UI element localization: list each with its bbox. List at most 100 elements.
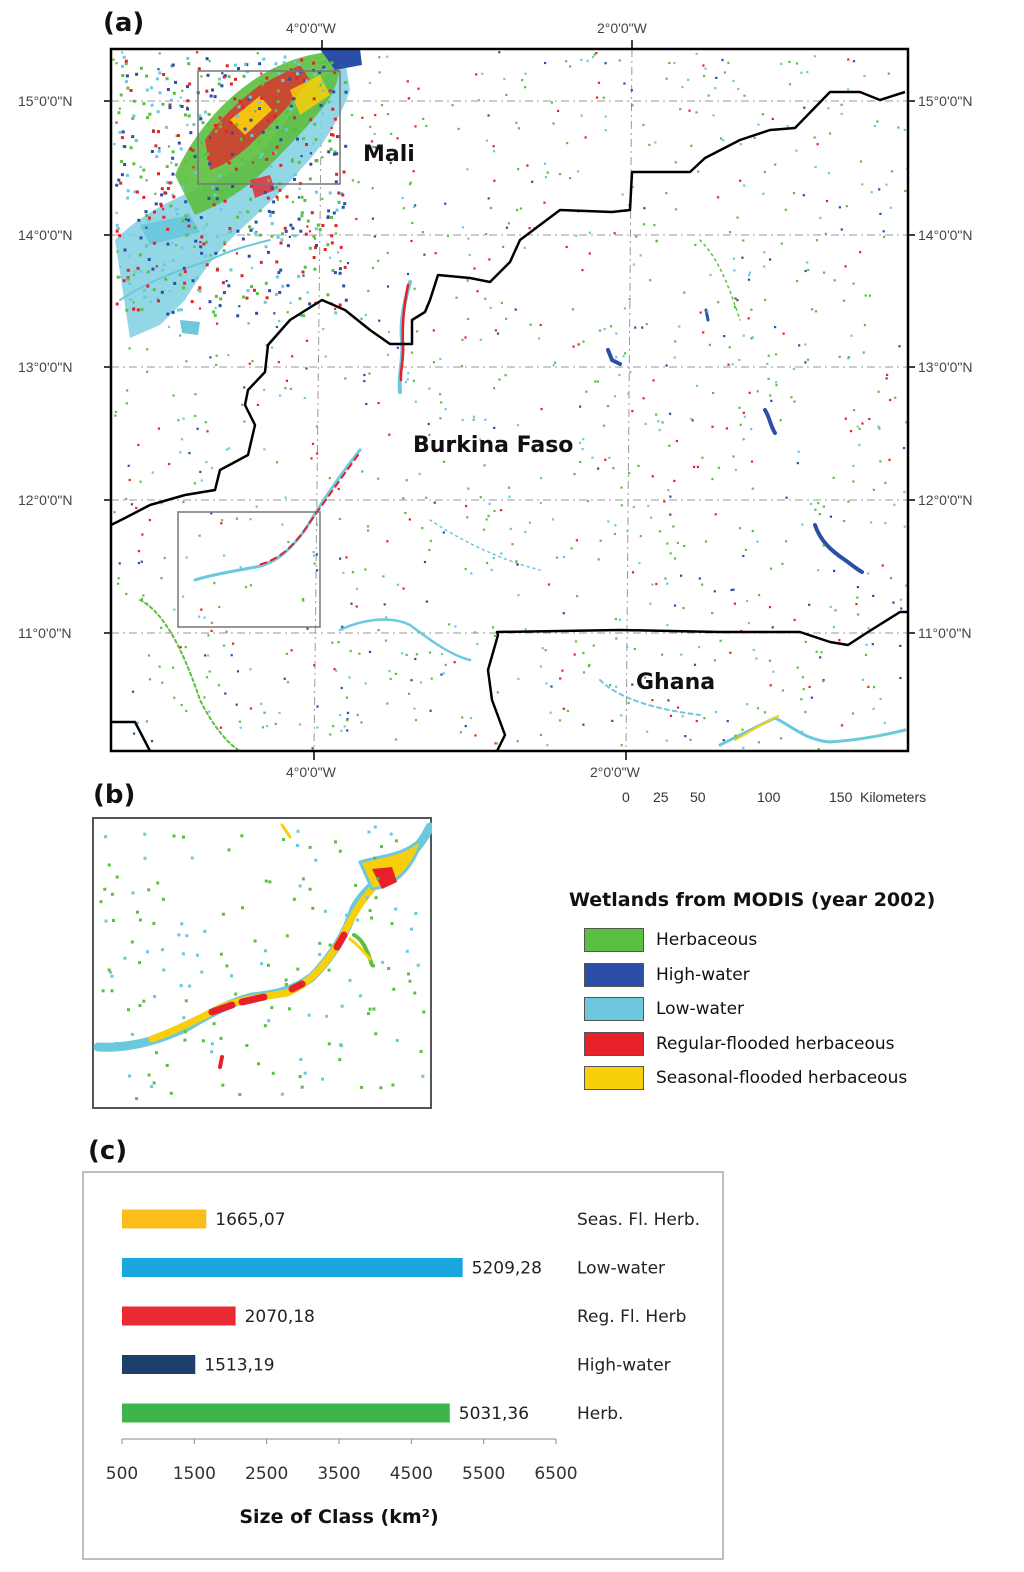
wetland-pixel [321,197,324,200]
wetland-pixel [813,55,816,58]
delta-pixel [330,133,333,136]
delta-pixel [302,314,306,318]
inset-pixel [380,845,383,849]
delta-pixel [267,127,271,131]
delta-pixel [143,295,147,299]
wetland-pixel [515,560,518,563]
wetland-pixel [825,200,829,203]
wetland-pixel [132,301,135,304]
wetland-pixel [181,89,184,92]
wetland-pixel [657,420,660,423]
wetland-pixel [573,473,576,476]
delta-pixel [168,181,172,185]
delta-pixel [153,210,156,214]
wetland-pixel [339,557,342,560]
wetland-pixel [885,183,888,186]
left-lat-label-14n: 14°0'0"N [18,227,73,243]
delta-pixel [229,121,233,125]
wetland-pixel [350,114,354,117]
wetland-pixel [273,312,276,315]
delta-pixel [343,202,347,206]
wetland-pixel [238,720,241,723]
wetland-pixel [389,161,392,165]
delta-pixel [274,109,278,113]
inset-pixel [188,984,192,988]
inset-pixel [280,1092,284,1096]
delta-pixel [240,158,244,162]
wetland-pixel [209,254,212,257]
wetland-pixel [479,438,482,441]
wetland-pixel [210,621,213,624]
wetland-pixel [507,486,511,489]
wetland-pixel [200,479,203,482]
wetland-pixel [817,569,820,572]
delta-pixel [115,183,119,187]
delta-pixel [218,116,222,120]
wetland-pixel [205,461,208,464]
delta-pixel [333,271,337,275]
wetland-pixel [145,226,148,229]
delta-pixel [117,178,121,182]
wetland-pixel [492,626,495,629]
wetland-pixel [815,239,819,242]
wetland-pixel [412,379,415,382]
delta-pixel [329,147,333,151]
wetland-pixel [698,646,701,649]
wetland-pixel [274,722,277,725]
delta-pixel [312,61,316,65]
wetland-pixel [193,245,196,248]
delta-pixel [326,243,330,247]
delta-pixel [148,216,151,220]
delta-pixel [142,168,146,172]
wetland-pixel [646,730,649,733]
delta-pixel [162,263,166,267]
delta-pixel [267,250,270,254]
inset-pixel [143,832,147,836]
delta-pixel [178,273,182,277]
delta-pixel [207,112,211,116]
inset-pixel [395,1039,399,1042]
wetland-pixel [244,586,248,589]
delta-pixel [215,235,219,239]
delta-pixel [152,129,155,133]
wetland-pixel [631,103,634,107]
wetland-pixel [586,59,589,62]
wetland-pixel [855,603,858,606]
wetland-pixel [363,380,366,383]
wetland-pixel [650,516,653,519]
delta-pixel [126,189,130,193]
wetland-pixel [487,514,490,518]
wetland-pixel [128,347,131,350]
delta-pixel [331,269,335,272]
inset-pixel [394,907,398,911]
delta-pixel [224,130,228,134]
wetland-pixel [898,345,901,348]
wetland-pixel [493,634,497,637]
wetland-pixel [396,137,399,140]
wetland-pixel [676,706,680,709]
delta-pixel [341,193,345,197]
delta-pixel [301,270,305,274]
inset-pixel [162,968,166,972]
inset-pixel [260,962,264,966]
delta-pixel [217,82,221,86]
wetland-pixel [224,692,227,695]
wetland-pixel [331,641,334,644]
delta-pixel [189,147,193,151]
wetland-pixel [549,711,552,714]
delta-pixel [157,130,160,134]
wetland-pixel [613,232,616,235]
wetland-pixel [793,618,796,621]
wetland-pixel [544,176,547,179]
inset-pixel [182,835,185,839]
wetland-pixel [642,223,645,226]
wetland-pixel [432,329,435,332]
delta-pixel [249,228,253,232]
delta-pixel [275,120,279,123]
delta-pixel [267,178,271,182]
delta-pixel [234,167,238,171]
wetland-pixel [494,742,497,745]
delta-pixel [310,211,314,215]
wetland-pixel [598,329,601,332]
delta-pixel [270,186,274,190]
